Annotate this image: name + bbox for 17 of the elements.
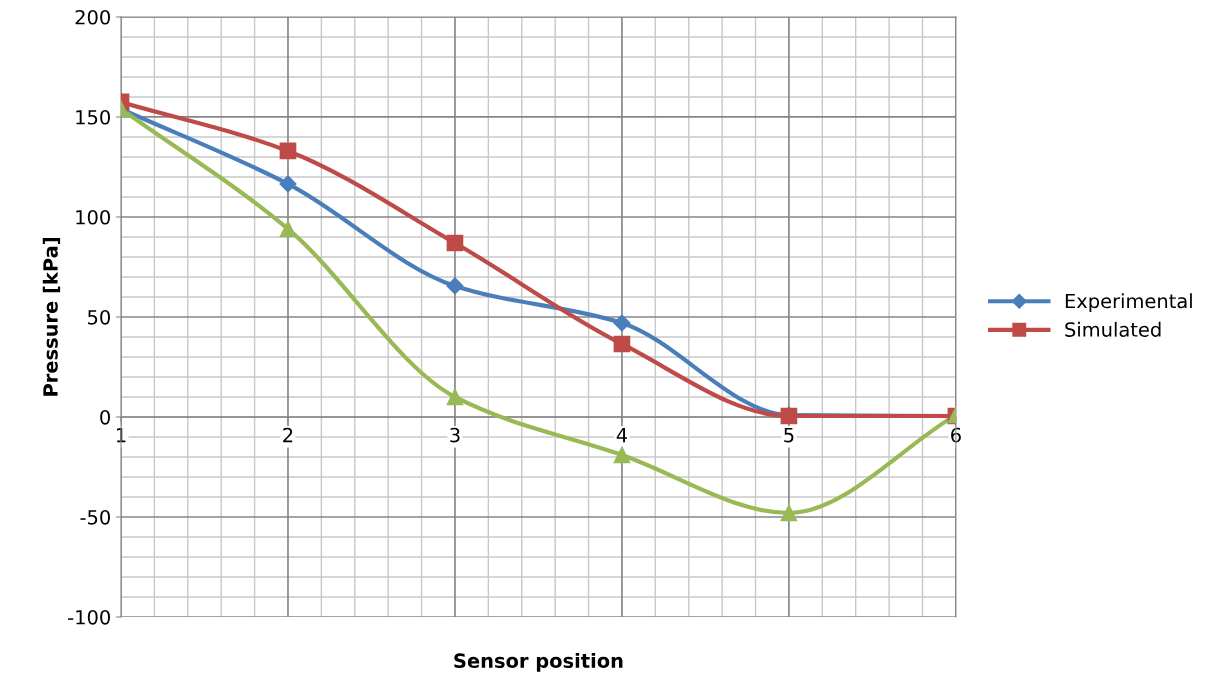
legend-label: Experimental	[1065, 293, 1192, 313]
y-tick-label: 0	[100, 409, 110, 425]
x-tick-label: 4	[616, 427, 628, 443]
x-tick-label: 3	[450, 427, 460, 443]
x-tick-label: 5	[784, 427, 794, 443]
y-tick-label: 100	[76, 209, 110, 225]
y-tick-label: -100	[68, 609, 110, 625]
y-tick-label: 200	[75, 9, 110, 25]
x-axis-title: Sensor position	[454, 652, 623, 672]
y-tick-label: 150	[76, 109, 110, 125]
x-tick-label: 2	[283, 427, 293, 443]
y-tick-label: -50	[80, 509, 110, 525]
x-tick-label: 6	[951, 427, 961, 443]
y-tick-label: 50	[88, 309, 110, 325]
x-tick-label: 1	[116, 427, 126, 443]
y-axis-title: Pressure [kPa]	[42, 238, 61, 396]
legend-label: Simulated	[1065, 321, 1161, 337]
